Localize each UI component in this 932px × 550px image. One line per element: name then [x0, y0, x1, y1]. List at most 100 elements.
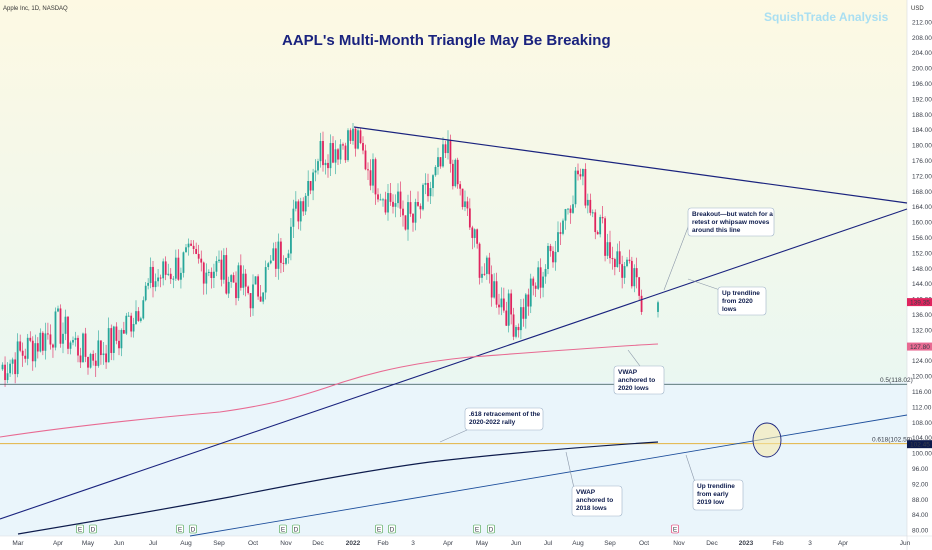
candle-body: [213, 271, 215, 278]
symbol-label: Apple Inc, 1D, NASDAQ: [3, 6, 68, 12]
x-tick-label: Nov: [673, 540, 685, 547]
candle-body: [59, 308, 62, 344]
candle-body: [490, 274, 493, 298]
candle-body: [130, 315, 133, 332]
candle-body: [606, 242, 609, 256]
y-tick-label: 196.00: [912, 81, 932, 88]
candle-body: [417, 202, 419, 206]
y-tick-label: 92.00: [912, 481, 929, 488]
x-tick-label: Aug: [572, 540, 584, 547]
candle-body: [454, 159, 457, 187]
candle-body: [621, 264, 624, 278]
candle-body: [364, 150, 367, 170]
candle-body: [100, 340, 102, 356]
candle-body: [120, 330, 123, 349]
candle-body: [41, 332, 44, 351]
event-marker-label: D: [294, 526, 299, 533]
candle-body: [478, 243, 481, 278]
candle-body: [344, 145, 347, 161]
annotation-text: 2020-2022 rally: [469, 419, 516, 426]
event-marker-label: D: [91, 526, 96, 533]
candle-body: [192, 245, 195, 250]
candle-body: [394, 203, 397, 207]
candle-body: [439, 157, 442, 167]
y-tick-label: 192.00: [912, 96, 932, 103]
candle-body: [387, 193, 389, 213]
y-tick-label: 88.00: [912, 497, 929, 504]
candle-body: [613, 259, 616, 268]
candle-body: [19, 341, 22, 351]
y-tick-label: 180.00: [912, 143, 932, 150]
event-marker-label: E: [475, 526, 480, 533]
dividend-marker: [388, 524, 396, 534]
dividend-marker: [189, 524, 197, 534]
x-tick-label: Nov: [280, 540, 292, 547]
candle-body: [127, 315, 130, 317]
candle-body: [623, 266, 626, 278]
candle-body: [407, 202, 409, 230]
event-marker-label: E: [673, 526, 678, 533]
candle-body: [379, 199, 382, 201]
candle-body: [434, 166, 437, 176]
annotation-box: [571, 485, 623, 517]
event-marker-label: E: [377, 526, 382, 533]
candle-body: [167, 273, 170, 275]
candle-body: [149, 266, 152, 283]
candle-body: [180, 272, 182, 280]
annotation-text: Breakout—but watch for a: [692, 211, 773, 218]
candle-body: [599, 217, 602, 235]
x-tick-label: May: [476, 540, 489, 547]
candle-body: [82, 333, 84, 363]
annotation-box: [717, 286, 767, 316]
candle-body: [557, 232, 559, 252]
candle-body: [609, 242, 611, 259]
candle-body: [292, 208, 295, 227]
candle-body: [1, 364, 4, 370]
annotation-text: from 2020: [722, 298, 753, 305]
x-tick-label: Jul: [544, 540, 553, 547]
candle-body: [225, 255, 228, 294]
y-tick-label: 136.00: [912, 312, 932, 319]
y-tick-label: 208.00: [912, 35, 932, 42]
candle-body: [200, 258, 203, 263]
annotation-text: 2020 lows: [618, 385, 649, 392]
candle-body: [267, 263, 270, 268]
candle-body: [529, 278, 532, 307]
uptrend-2020-line: [0, 208, 908, 520]
y-tick-label: 176.00: [912, 158, 932, 165]
candle-body: [79, 355, 82, 363]
candle-body: [626, 259, 628, 267]
annotation-connector: [685, 454, 696, 483]
y-tick-label: 120.00: [912, 374, 932, 381]
currency-label: USD: [911, 6, 924, 12]
candle-body: [392, 201, 394, 207]
event-marker-label: D: [191, 526, 196, 533]
candle-body: [377, 194, 379, 200]
candle-body: [456, 159, 459, 185]
candle-body: [207, 271, 210, 273]
candle-body: [399, 191, 402, 209]
candle-body: [444, 144, 447, 154]
candle-body: [493, 281, 496, 298]
candle-body: [611, 258, 614, 260]
candle-body: [152, 266, 154, 288]
candle-body: [476, 229, 479, 244]
candle-body: [220, 259, 223, 280]
candle-body: [657, 302, 659, 312]
candle-body: [466, 201, 469, 209]
candle-body: [237, 265, 240, 299]
candle-body: [532, 278, 535, 286]
candle-body: [451, 163, 454, 187]
candle-body: [47, 333, 49, 335]
candle-body: [312, 172, 314, 191]
candle-body: [347, 130, 349, 161]
candle-body: [324, 162, 327, 166]
candle-body: [495, 281, 498, 305]
x-tick-label: Aug: [180, 540, 192, 547]
chart-title: AAPL's Multi-Month Triangle May Be Break…: [282, 32, 611, 49]
candle-body: [414, 202, 417, 223]
x-tick-label: Dec: [706, 540, 718, 547]
y-tick-label: 116.00: [912, 389, 932, 396]
candle-body: [515, 326, 517, 337]
candle-body: [549, 245, 552, 252]
